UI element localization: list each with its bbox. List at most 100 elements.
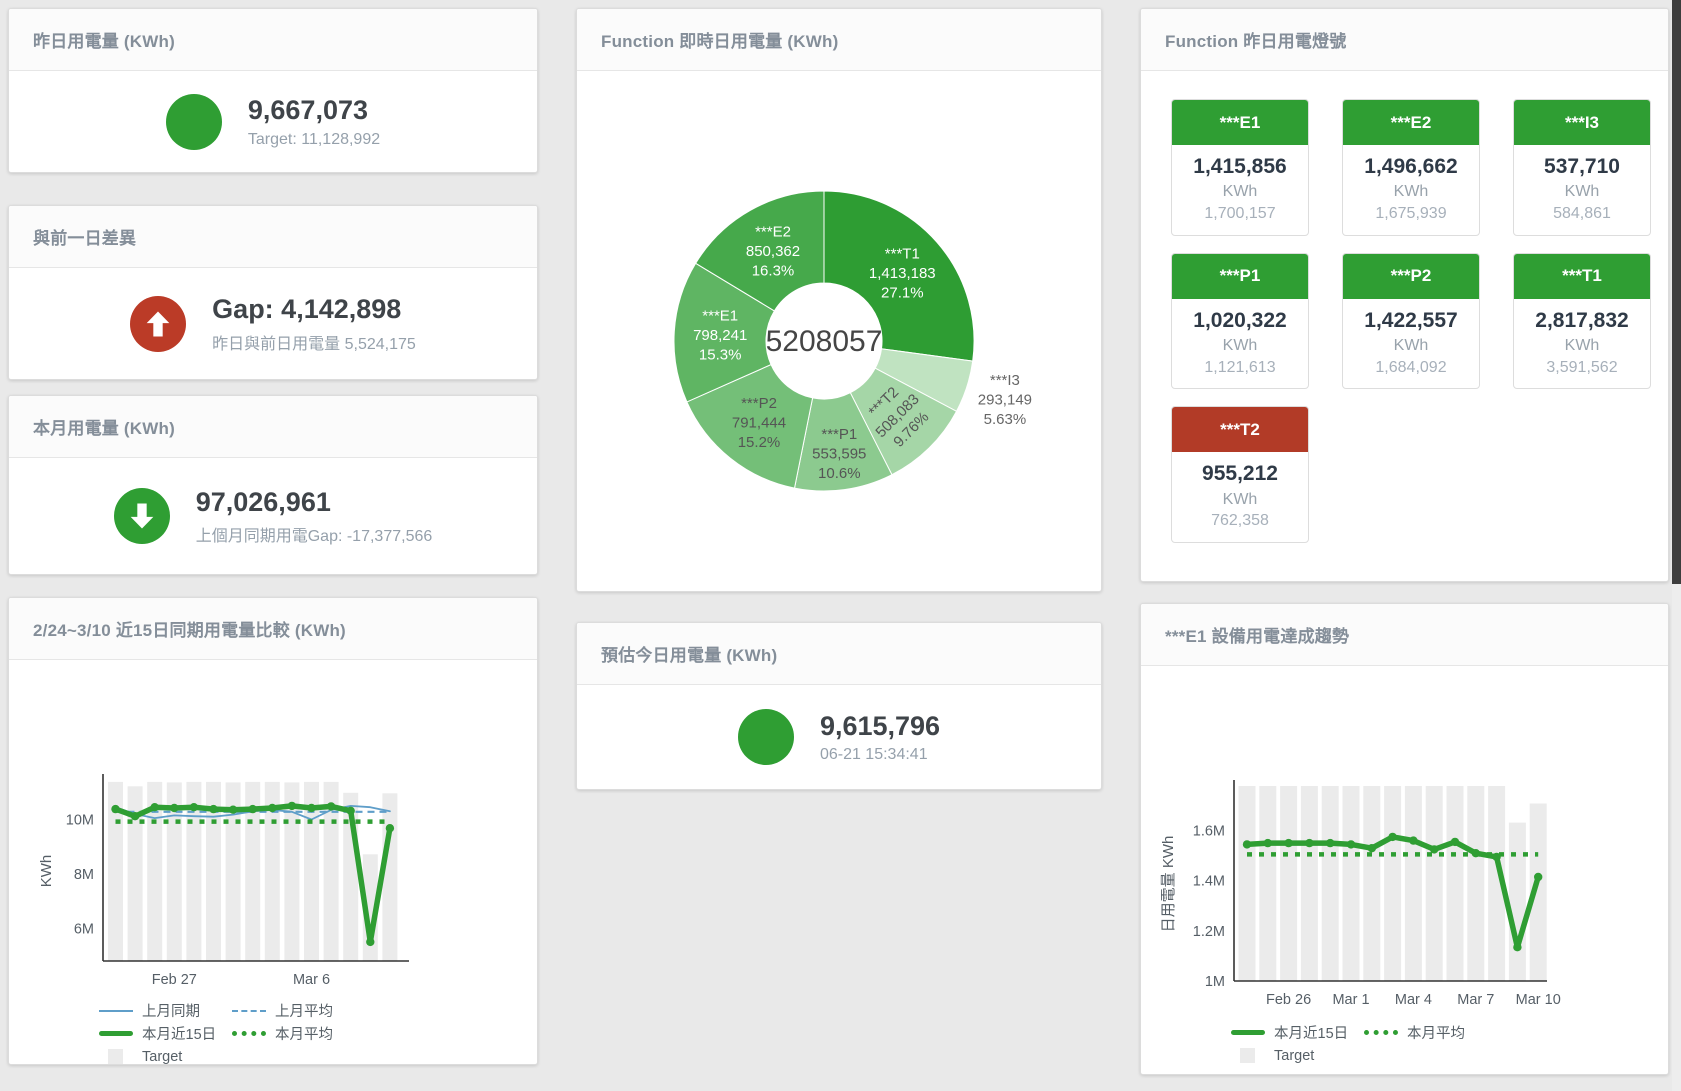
- legend-item-本月平均[interactable]: 本月平均: [232, 1023, 365, 1044]
- tile-value: 1,496,662: [1364, 155, 1458, 178]
- legend-item-本月平均[interactable]: 本月平均: [1364, 1022, 1497, 1043]
- panel-compare-chart: 2/24~3/10 近15日同期用電量比較 (KWh) 6M 8M 10M Feb 2…: [8, 597, 538, 1065]
- svg-text:1.6M: 1.6M: [1193, 824, 1225, 840]
- panel-title: 本月用電量 (KWh): [33, 419, 175, 438]
- legend-item-Target[interactable]: Target: [99, 1048, 232, 1065]
- panel-header: Function 即時日用電量 (KWh): [577, 9, 1101, 71]
- panel-title: Function 昨日用電燈號: [1165, 32, 1347, 51]
- light-tile-P1: ***P1 1,020,322 KWh 1,121,613: [1171, 252, 1309, 390]
- stat-body: 97,026,961 上個月同期用電Gap: -17,377,566: [9, 458, 537, 574]
- panel-today-estimate: 預估今日用電量 (KWh) 9,615,796 06-21 15:34:41: [576, 622, 1102, 790]
- svg-text:Feb 27: Feb 27: [152, 972, 197, 986]
- tile-body: 1,020,322 KWh 1,121,613: [1172, 299, 1308, 389]
- scrollbar-thumb[interactable]: [1672, 0, 1681, 584]
- stat-text: 9,615,796 06-21 15:34:41: [820, 710, 940, 765]
- svg-text:Mar 10: Mar 10: [1516, 992, 1561, 1008]
- tile-value: 1,415,856: [1193, 155, 1287, 178]
- tile-body: 537,710 KWh 584,861: [1514, 145, 1650, 235]
- green-thick-swatch: [1231, 1029, 1265, 1036]
- gray-square-swatch: [1240, 1048, 1255, 1063]
- legend-item-本月近15日[interactable]: 本月近15日: [1231, 1022, 1364, 1043]
- tile-unit: KWh: [1393, 183, 1429, 201]
- status-circle-icon: [737, 709, 794, 765]
- compare-chart-legend: 上月同期 上月平均本月近15日 本月平均 Target: [99, 999, 537, 1065]
- svg-text:日用電量 KWh: 日用電量 KWh: [1160, 836, 1177, 933]
- legend-label: 上月平均: [275, 1004, 333, 1020]
- scrollbar-track[interactable]: [1672, 0, 1681, 1091]
- tile-status-header: ***E2: [1343, 100, 1479, 145]
- svg-text:Feb 26: Feb 26: [1266, 992, 1311, 1008]
- svg-text:Mar 7: Mar 7: [1457, 992, 1494, 1008]
- legend-item-本月近15日[interactable]: 本月近15日: [99, 1023, 232, 1044]
- tile-target: 1,700,157: [1204, 204, 1276, 222]
- trend-chart-legend: 本月近15日 本月平均 Target: [1231, 1021, 1668, 1067]
- stat-subtitle: 上個月同期用電Gap: -17,377,566: [195, 528, 433, 546]
- panel-realtime-donut: Function 即時日用電量 (KWh) ***T1 1,413,183 27.1…: [576, 8, 1102, 592]
- panel-title: ***E1 設備用電達成趨勢: [1165, 627, 1350, 646]
- stat-subtitle: 06-21 15:34:41: [819, 746, 928, 764]
- legend-item-上月同期[interactable]: 上月同期: [99, 1000, 232, 1021]
- realtime-usage-donut-chart: ***T1 1,413,183 27.1%***I3 293,149 5.63%***T…: [673, 190, 1032, 492]
- legend-label: 本月平均: [275, 1027, 333, 1043]
- light-tile-E2: ***E2 1,496,662 KWh 1,675,939: [1342, 99, 1480, 236]
- status-circle-icon: [165, 93, 222, 150]
- stat-body: 9,615,796 06-21 15:34:41: [577, 685, 1101, 789]
- tile-unit: KWh: [1564, 336, 1600, 354]
- legend-label: Target: [1274, 1047, 1315, 1064]
- light-tile-T1: ***T1 2,817,832 KWh 3,591,562: [1513, 252, 1651, 390]
- arrow-up-icon: [146, 311, 170, 336]
- light-tile-I3: ***I3 537,710 KWh 584,861: [1513, 99, 1651, 236]
- tile-status-header: ***E1: [1172, 100, 1308, 145]
- compare-usage-chart: 6M 8M 10M Feb 27 Mar 6 KWh: [38, 774, 409, 988]
- tile-unit: KWh: [1222, 490, 1258, 508]
- legend-label: 本月平均: [1407, 1026, 1465, 1042]
- stat-subtitle: 昨日與前日用電量 5,524,175: [212, 335, 416, 353]
- legend-label: Target: [142, 1048, 183, 1065]
- tile-unit: KWh: [1393, 336, 1429, 354]
- stat-text: 97,026,961 上個月同期用電Gap: -17,377,566: [196, 486, 433, 547]
- panel-header: 本月用電量 (KWh): [9, 396, 537, 458]
- stat-value: 9,615,796: [819, 710, 941, 741]
- tile-body: 1,415,856 KWh 1,700,157: [1172, 145, 1308, 235]
- svg-text:KWh: KWh: [38, 855, 55, 888]
- panel-title: Function 即時日用電量 (KWh): [601, 32, 839, 51]
- panel-title: 預估今日用電量 (KWh): [601, 646, 778, 665]
- panel-title: 與前一日差異: [33, 229, 137, 248]
- stat-value: Gap: 4,142,898: [212, 294, 402, 325]
- panel-e1-trend-chart: ***E1 設備用電達成趨勢 1M 1.2M 1.4M 1.6M Feb 26 Mar 1…: [1140, 603, 1669, 1075]
- tile-unit: KWh: [1564, 183, 1600, 201]
- tile-value: 537,710: [1544, 155, 1620, 178]
- tile-body: 2,817,832 KWh 3,591,562: [1514, 299, 1650, 389]
- panel-yesterday-lights: Function 昨日用電燈號 ***E1 1,415,856 KWh 1,700,1…: [1140, 8, 1669, 582]
- stat-text: Gap: 4,142,898 昨日與前日用電量 5,524,175: [212, 293, 416, 354]
- tile-value: 1,020,322: [1193, 308, 1287, 332]
- tile-target: 3,591,562: [1546, 358, 1618, 376]
- panel-title: 昨日用電量 (KWh): [33, 32, 175, 51]
- svg-text:1M: 1M: [1205, 974, 1225, 990]
- tile-body: 955,212 KWh 762,358: [1172, 452, 1308, 542]
- svg-text:Mar 1: Mar 1: [1332, 992, 1369, 1008]
- panel-header: 昨日用電量 (KWh): [9, 9, 537, 71]
- legend-label: 本月近15日: [142, 1027, 217, 1043]
- green-dot-swatch: [232, 1031, 266, 1036]
- tile-status-header: ***T2: [1172, 407, 1308, 453]
- legend-label: 上月同期: [142, 1004, 200, 1020]
- tile-unit: KWh: [1222, 336, 1258, 354]
- gray-square-swatch: [108, 1049, 123, 1064]
- tile-target: 1,121,613: [1204, 358, 1276, 376]
- panel-gap-prev-day: 與前一日差異 Gap: 4,142,898 昨日與前日用電量 5,524,175: [8, 205, 538, 380]
- light-tile-P2: ***P2 1,422,557 KWh 1,684,092: [1342, 252, 1480, 390]
- panel-header: ***E1 設備用電達成趨勢: [1141, 604, 1668, 666]
- svg-text:5208057: 5208057: [766, 325, 883, 358]
- svg-text:10M: 10M: [66, 813, 94, 829]
- legend-item-Target[interactable]: Target: [1231, 1048, 1364, 1064]
- svg-text:1.2M: 1.2M: [1193, 924, 1225, 940]
- panel-month-usage: 本月用電量 (KWh) 97,026,961 上個月同期用電Gap: -17,3…: [8, 395, 538, 575]
- legend-item-上月平均[interactable]: 上月平均: [232, 1000, 365, 1021]
- panel-yesterday-usage: 昨日用電量 (KWh) 9,667,073 Target: 11,128,992: [8, 8, 538, 173]
- tile-target: 1,675,939: [1375, 204, 1447, 222]
